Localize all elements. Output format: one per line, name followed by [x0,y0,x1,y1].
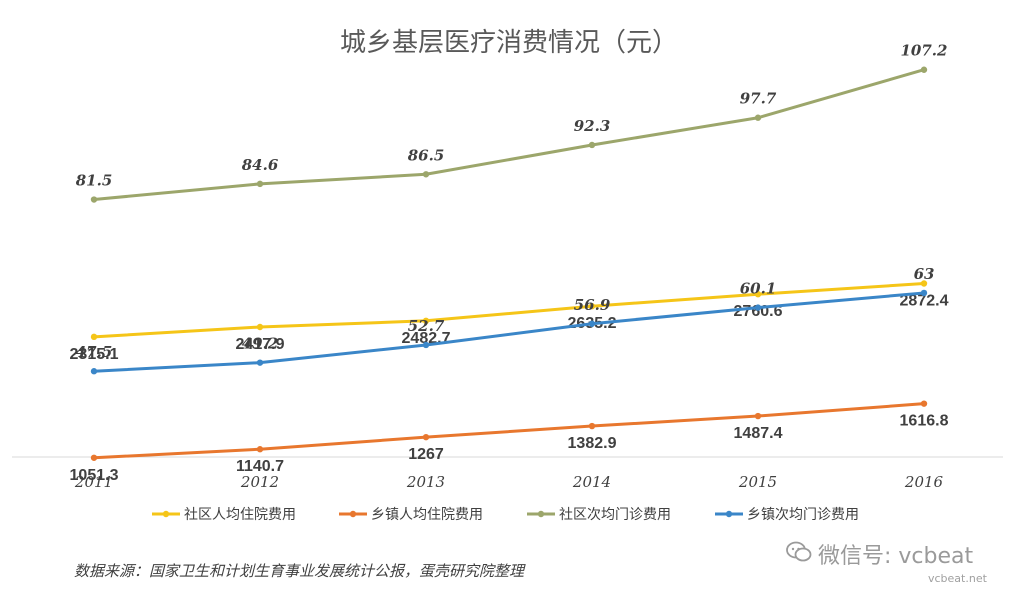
data-point [588,320,596,327]
watermark-text: 微信号: vcbeat [818,544,974,569]
legend-swatch-point [349,510,357,518]
data-point [90,454,98,461]
data-point [754,114,762,121]
series-line [93,282,925,339]
legend-label: 社区次均门诊费用 [559,507,671,523]
chart-title: 城乡基层医疗消费情况（元） [339,28,678,58]
source-note: 数据来源：国家卫生和计划生育事业发展统计公报，蛋壳研究院整理 [74,562,525,580]
data-label: 2417.9 [236,336,285,353]
data-label: 2315.1 [70,346,119,363]
data-point [90,368,98,375]
legend-label: 乡镇次均门诊费用 [747,507,859,523]
data-point [754,304,762,311]
data-point [256,359,264,366]
legend-label: 乡镇人均住院费用 [371,507,483,523]
data-point [920,66,928,73]
x-tick-label: 2012 [240,473,279,491]
wechat-icon [786,541,812,569]
series-line [93,68,925,202]
data-label: 81.5 [76,172,113,190]
data-point [920,400,928,407]
data-label: 1616.8 [900,413,949,430]
x-tick-label: 2013 [406,473,445,491]
data-point [422,171,430,178]
data-label: 1267 [408,446,444,463]
legend-label: 社区人均住院费用 [184,507,296,523]
legend-swatch-point [162,510,170,518]
data-label: 52.7 [408,317,445,335]
data-point [90,333,98,341]
x-tick-label: 2011 [74,473,113,491]
data-label: 1140.7 [236,458,284,475]
data-label: 92.3 [574,117,611,135]
watermark-url: vcbeat.net [928,572,987,585]
data-point [588,141,596,149]
watermark: 微信号: vcbeat [786,538,973,570]
data-point [422,317,430,325]
data-point [422,341,430,349]
x-tick-label: 2016 [904,473,944,491]
data-label: 1051.3 [70,467,119,484]
data-label: 49.2 [242,335,279,353]
legend-swatch-point [537,510,545,518]
data-point [754,412,762,420]
data-label: 2872.4 [900,293,949,310]
data-label: 84.6 [242,156,279,174]
data-label: 86.5 [408,146,445,164]
data-label: 1487.4 [734,425,783,442]
data-point [920,280,928,287]
legend-swatch-point [725,510,733,518]
series-line [93,402,925,460]
x-tick-label: 2015 [738,473,777,491]
data-point [920,289,928,297]
data-label: 1382.9 [568,435,617,452]
data-point [754,291,762,298]
data-label: 47.5 [76,343,113,361]
data-point [256,446,264,453]
data-point [256,180,264,188]
data-label: 56.9 [574,296,611,314]
x-tick-label: 2014 [572,473,611,491]
data-point [256,323,264,331]
data-point [588,422,596,430]
data-point [588,303,596,310]
data-label: 60.1 [740,280,777,298]
series-line [93,291,925,373]
data-point [422,433,430,441]
data-label: 63 [914,265,935,283]
data-label: 97.7 [740,90,777,108]
data-label: 107.2 [901,42,948,60]
data-point [90,196,98,203]
